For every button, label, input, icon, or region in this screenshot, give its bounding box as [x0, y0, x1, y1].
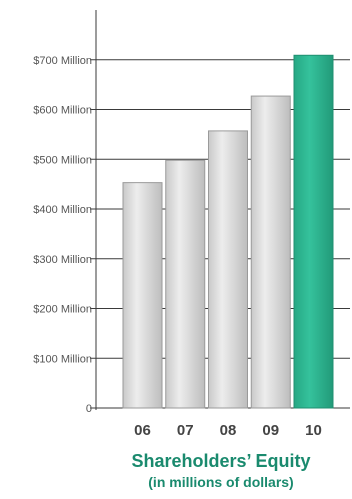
bar-09: [250, 95, 291, 409]
y-tick-label: $200 Million: [33, 304, 92, 316]
y-tick-label: $500 Million: [33, 154, 92, 166]
chart-subtitle: (in millions of dollars): [148, 474, 294, 490]
y-tick-labels: 0 $100 Million $200 Million $300 Million $40…: [33, 55, 92, 415]
bar-10: [293, 54, 334, 409]
bars: [122, 54, 334, 409]
y-tick-label: $700 Million: [33, 55, 92, 67]
bar-06: [122, 182, 163, 409]
y-tick-label: 0: [86, 403, 92, 415]
y-tick-label: $600 Million: [33, 105, 92, 117]
category-label-10: 10: [305, 422, 322, 439]
category-label-07: 07: [177, 422, 194, 439]
category-label-06: 06: [134, 422, 151, 439]
y-tick-label: $100 Million: [33, 353, 92, 365]
bar-08: [208, 130, 248, 409]
category-label-08: 08: [220, 422, 237, 439]
y-tick-label: $300 Million: [33, 254, 92, 266]
category-label-09: 09: [262, 422, 279, 439]
category-labels: 06 07 08 09 10: [134, 422, 322, 439]
chart-title: Shareholders’ Equity: [131, 451, 311, 471]
y-tick-label: $400 Million: [33, 204, 92, 216]
bar-07: [165, 159, 206, 409]
